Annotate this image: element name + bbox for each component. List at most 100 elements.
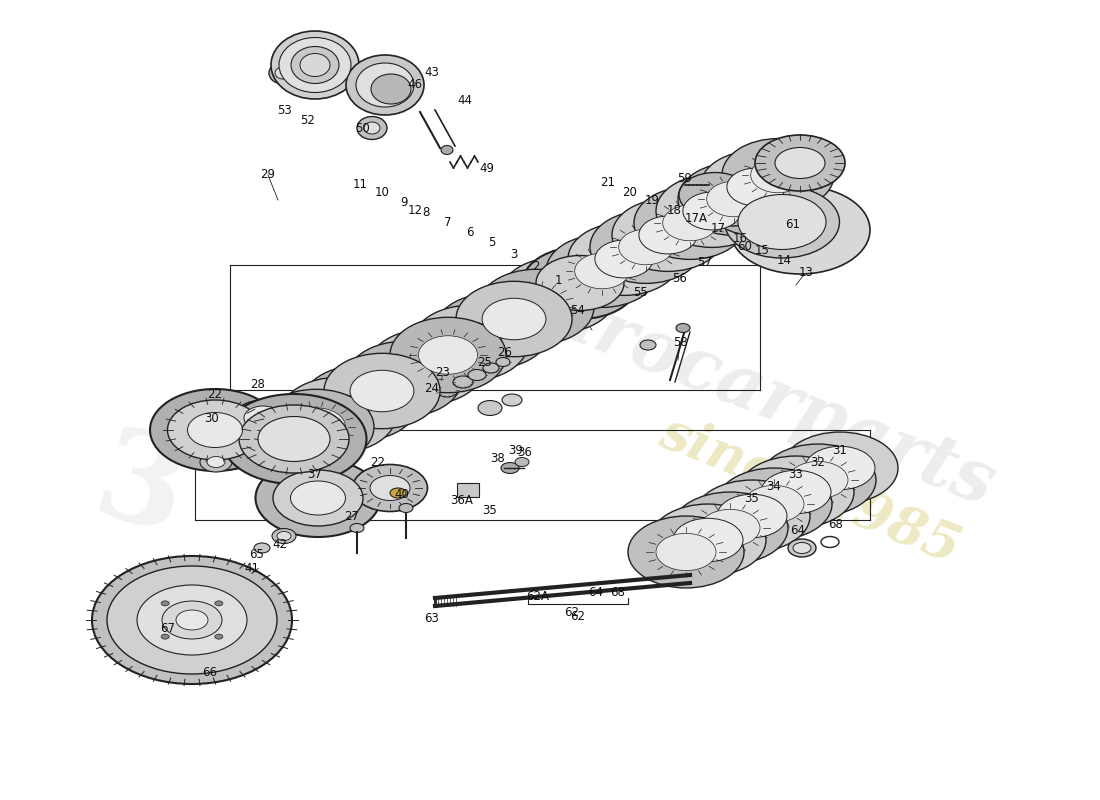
Text: 33: 33 — [789, 467, 803, 481]
Text: 28: 28 — [251, 378, 265, 390]
Ellipse shape — [706, 182, 761, 217]
Text: 36A: 36A — [451, 494, 473, 506]
Ellipse shape — [214, 634, 223, 639]
Text: 57: 57 — [697, 257, 713, 270]
Ellipse shape — [788, 462, 848, 498]
Text: 12: 12 — [407, 203, 422, 217]
Ellipse shape — [502, 394, 522, 406]
Text: 17A: 17A — [684, 213, 707, 226]
Ellipse shape — [234, 400, 292, 436]
Text: 54: 54 — [571, 303, 585, 317]
Ellipse shape — [694, 178, 770, 226]
Ellipse shape — [244, 406, 282, 430]
Ellipse shape — [478, 270, 594, 345]
Ellipse shape — [161, 601, 169, 606]
Ellipse shape — [716, 468, 832, 540]
Ellipse shape — [483, 363, 499, 373]
Ellipse shape — [273, 470, 363, 526]
Ellipse shape — [277, 531, 292, 541]
Text: 59: 59 — [678, 171, 692, 185]
Ellipse shape — [214, 601, 223, 606]
Ellipse shape — [453, 376, 473, 388]
Ellipse shape — [434, 294, 550, 369]
Text: 29: 29 — [261, 169, 275, 182]
Text: 7: 7 — [444, 215, 452, 229]
Text: 26: 26 — [497, 346, 513, 359]
Ellipse shape — [500, 462, 519, 474]
Text: 41: 41 — [244, 562, 260, 574]
Text: 35: 35 — [483, 503, 497, 517]
Ellipse shape — [161, 634, 169, 639]
Text: 68: 68 — [828, 518, 844, 530]
Ellipse shape — [672, 492, 788, 564]
Ellipse shape — [187, 413, 242, 447]
Ellipse shape — [761, 470, 830, 514]
Text: 42: 42 — [273, 538, 287, 551]
Text: 63: 63 — [425, 611, 439, 625]
Text: 5: 5 — [488, 237, 496, 250]
Text: 49: 49 — [480, 162, 495, 174]
Ellipse shape — [776, 147, 825, 178]
Ellipse shape — [330, 384, 389, 422]
Ellipse shape — [364, 122, 380, 134]
Text: 40: 40 — [395, 489, 409, 502]
Ellipse shape — [805, 446, 874, 490]
Ellipse shape — [374, 360, 433, 398]
Text: 16: 16 — [733, 233, 748, 246]
Ellipse shape — [738, 456, 854, 528]
Ellipse shape — [662, 206, 717, 241]
Ellipse shape — [207, 457, 226, 467]
Ellipse shape — [258, 390, 374, 465]
Text: 3: 3 — [510, 247, 518, 261]
Ellipse shape — [496, 358, 510, 366]
Ellipse shape — [722, 138, 834, 211]
Text: 67: 67 — [161, 622, 176, 634]
Ellipse shape — [760, 444, 876, 516]
Ellipse shape — [526, 274, 590, 316]
Text: 61: 61 — [785, 218, 801, 230]
Ellipse shape — [138, 585, 248, 655]
Ellipse shape — [656, 534, 716, 570]
Text: 6: 6 — [466, 226, 474, 238]
Ellipse shape — [290, 481, 345, 515]
Ellipse shape — [107, 566, 277, 674]
Ellipse shape — [683, 192, 741, 230]
Ellipse shape — [478, 401, 502, 415]
Ellipse shape — [255, 459, 381, 537]
Ellipse shape — [356, 63, 414, 107]
Text: 46: 46 — [407, 78, 422, 91]
Ellipse shape — [254, 543, 270, 553]
Text: 62: 62 — [571, 610, 585, 622]
Ellipse shape — [167, 400, 263, 460]
Ellipse shape — [788, 539, 816, 557]
Ellipse shape — [536, 255, 624, 310]
Ellipse shape — [275, 67, 292, 79]
Text: 1: 1 — [554, 274, 562, 286]
Text: 3: 3 — [82, 420, 198, 560]
FancyBboxPatch shape — [456, 483, 478, 497]
Text: 15: 15 — [755, 243, 769, 257]
Ellipse shape — [436, 383, 458, 397]
Ellipse shape — [239, 405, 349, 473]
Ellipse shape — [370, 475, 410, 501]
Ellipse shape — [258, 417, 330, 462]
Ellipse shape — [640, 340, 656, 350]
Text: 64: 64 — [588, 586, 604, 599]
Ellipse shape — [595, 240, 653, 278]
Ellipse shape — [352, 465, 428, 511]
Text: 23: 23 — [436, 366, 450, 378]
Ellipse shape — [650, 504, 766, 576]
Ellipse shape — [515, 458, 529, 466]
Ellipse shape — [755, 135, 845, 191]
Text: 10: 10 — [375, 186, 389, 199]
Text: 22: 22 — [208, 389, 222, 402]
Text: 43: 43 — [425, 66, 439, 78]
Ellipse shape — [725, 186, 839, 258]
Text: 25: 25 — [477, 355, 493, 369]
Ellipse shape — [200, 452, 232, 472]
Text: 65: 65 — [250, 549, 264, 562]
Ellipse shape — [727, 168, 785, 206]
Text: 60: 60 — [738, 239, 752, 253]
Text: 44: 44 — [458, 94, 473, 106]
Text: 62: 62 — [564, 606, 580, 618]
